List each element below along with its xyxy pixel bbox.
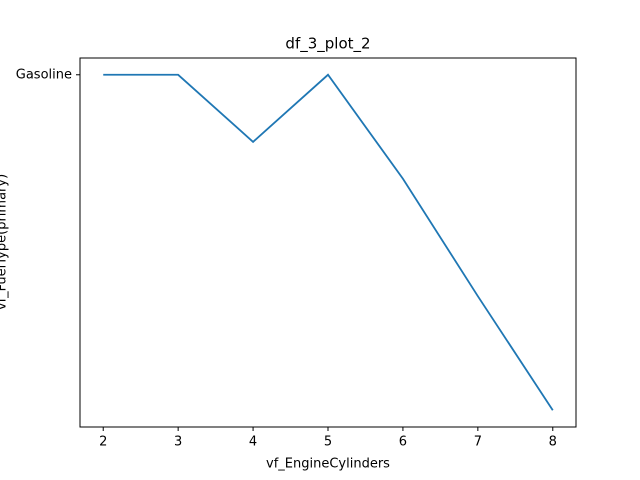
chart-title: df_3_plot_2 xyxy=(285,35,370,54)
x-tick-label: 2 xyxy=(99,435,107,450)
y-axis-label: vf_FuelType(primary) xyxy=(0,174,10,310)
x-axis-label: vf_EngineCylinders xyxy=(266,457,390,472)
x-tick-label: 5 xyxy=(324,435,332,450)
x-tick-label: 6 xyxy=(399,435,407,450)
x-tick-label: 7 xyxy=(474,435,482,450)
x-tick-label: 4 xyxy=(249,435,257,450)
line xyxy=(103,73,554,411)
x-tick-label: 3 xyxy=(174,435,182,450)
plot-frame xyxy=(79,57,577,428)
y-tick-label: Gasoline xyxy=(16,67,72,82)
x-tick-label: 8 xyxy=(549,435,557,450)
